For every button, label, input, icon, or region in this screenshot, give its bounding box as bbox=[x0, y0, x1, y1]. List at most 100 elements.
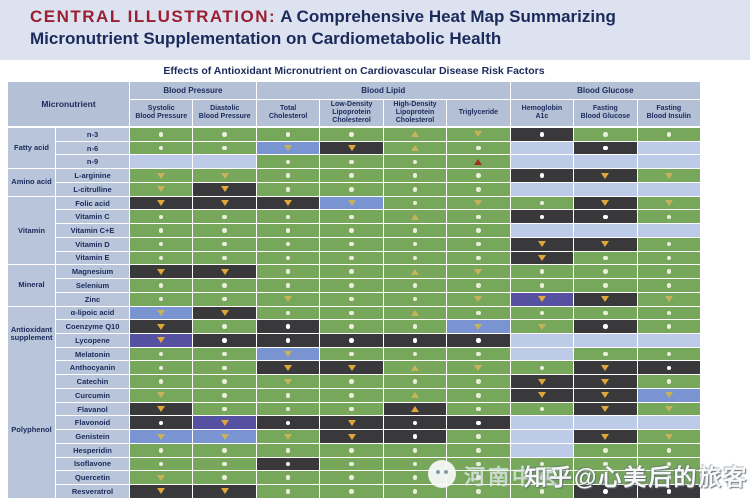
heatmap-cell bbox=[510, 402, 574, 416]
heatmap-cell bbox=[510, 251, 574, 265]
dot-marker bbox=[222, 241, 227, 247]
heatmap-cell bbox=[130, 457, 193, 471]
heatmap-cell bbox=[256, 443, 320, 457]
heatmap-cell bbox=[574, 430, 637, 443]
row-label: Flavanol bbox=[56, 402, 129, 416]
dot-marker bbox=[222, 448, 227, 453]
heatmap-cell bbox=[383, 471, 447, 485]
heatmap-cell bbox=[574, 347, 637, 361]
down-triangle-marker bbox=[157, 406, 166, 413]
dot-marker bbox=[158, 214, 164, 220]
heatmap-cell bbox=[447, 182, 510, 196]
heatmap-cell bbox=[510, 141, 574, 155]
table-row: Flavonoid bbox=[56, 416, 700, 430]
heatmap-cell bbox=[320, 141, 383, 155]
down-triangle-marker bbox=[347, 433, 356, 440]
heatmap-cell bbox=[574, 361, 637, 375]
heatmap-cell bbox=[510, 457, 574, 471]
table-row: Vitamin E bbox=[56, 251, 700, 265]
down-triangle-marker bbox=[157, 323, 166, 330]
heatmap-cell bbox=[320, 430, 383, 443]
heatmap-cell bbox=[256, 471, 320, 485]
dot-marker bbox=[412, 461, 418, 467]
dot-marker bbox=[285, 173, 291, 178]
dot-marker bbox=[666, 132, 672, 137]
heatmap-cell bbox=[320, 265, 383, 279]
heatmap-cell bbox=[447, 430, 510, 443]
dot-marker bbox=[222, 255, 227, 261]
heatmap-cell bbox=[256, 196, 320, 210]
heatmap-cell bbox=[447, 128, 510, 141]
heatmap-cell bbox=[637, 457, 700, 471]
dot-marker bbox=[349, 393, 354, 398]
down-triangle-marker bbox=[157, 309, 166, 316]
heatmap-cell bbox=[256, 237, 320, 251]
heatmap-cell bbox=[130, 128, 193, 141]
up-triangle-marker bbox=[410, 406, 419, 413]
column-header: Low-Density Lipoprotein Cholesterol bbox=[320, 100, 383, 126]
heatmap-cell bbox=[447, 265, 510, 279]
down-triangle-marker bbox=[157, 474, 166, 481]
heatmap-cell bbox=[130, 196, 193, 210]
dot-marker bbox=[285, 214, 291, 220]
dot-marker bbox=[222, 214, 227, 220]
table-row: n-6 bbox=[56, 141, 700, 155]
heatmap-cell bbox=[320, 196, 383, 210]
down-triangle-marker bbox=[601, 200, 610, 207]
heatmap-cell bbox=[574, 375, 637, 388]
heatmap-cell bbox=[574, 141, 637, 155]
heatmap-cell bbox=[383, 182, 447, 196]
column-header: Fasting Blood Glucose bbox=[574, 100, 637, 126]
dot-marker bbox=[476, 173, 481, 178]
heatmap-cell bbox=[447, 334, 510, 347]
heatmap-cell bbox=[510, 416, 574, 430]
dot-marker bbox=[412, 241, 418, 247]
heatmap-cell bbox=[510, 430, 574, 443]
row-label: Lycopene bbox=[56, 334, 129, 347]
dot-marker bbox=[285, 310, 291, 316]
heatmap-cell bbox=[637, 210, 700, 224]
dot-marker bbox=[603, 214, 608, 220]
down-triangle-marker bbox=[157, 337, 166, 344]
heatmap-header: Micronutrient Blood Pressure Blood Lipid Bl… bbox=[8, 82, 700, 126]
table-row: Vitamin C+E bbox=[56, 224, 700, 237]
heatmap-cell bbox=[130, 485, 193, 498]
row-label: Coenzyme Q10 bbox=[56, 320, 129, 334]
row-label: Vitamin C+E bbox=[56, 224, 129, 237]
row-label: Selenium bbox=[56, 279, 129, 292]
heatmap-cell bbox=[256, 375, 320, 388]
heatmap-cell bbox=[510, 128, 574, 141]
heatmap-cell bbox=[447, 320, 510, 334]
dot-marker bbox=[349, 489, 354, 494]
heatmap-cell bbox=[510, 375, 574, 388]
heatmap-cell bbox=[447, 279, 510, 292]
dot-marker bbox=[285, 228, 291, 233]
heatmap-cell bbox=[447, 347, 510, 361]
dot-marker bbox=[285, 283, 291, 288]
table-row: n-3 bbox=[56, 128, 700, 141]
dot-marker bbox=[603, 310, 608, 316]
heatmap-cell bbox=[256, 169, 320, 182]
heatmap-cell bbox=[447, 237, 510, 251]
table-caption: Effects of Antioxidant Micronutrient on … bbox=[163, 65, 545, 77]
heatmap-cell bbox=[510, 320, 574, 334]
heatmap-cell bbox=[320, 361, 383, 375]
row-group-label: Polyphenol bbox=[8, 361, 55, 498]
heatmap-cell bbox=[447, 388, 510, 402]
heatmap-cell bbox=[193, 320, 256, 334]
table-row: Anthocyanin bbox=[56, 361, 700, 375]
row-label: n-3 bbox=[56, 128, 129, 141]
dot-marker bbox=[412, 228, 418, 233]
up-triangle-marker bbox=[410, 392, 419, 399]
heatmap-cell bbox=[574, 237, 637, 251]
heatmap-cell bbox=[637, 237, 700, 251]
dot-marker bbox=[666, 475, 672, 480]
heatmap-cell bbox=[256, 128, 320, 141]
heatmap-cell bbox=[320, 182, 383, 196]
dot-marker bbox=[539, 214, 545, 220]
dot-marker bbox=[222, 475, 227, 480]
heatmap-cell bbox=[320, 128, 383, 141]
heatmap-cell bbox=[256, 292, 320, 306]
heatmap-cell bbox=[383, 416, 447, 430]
heatmap-cell bbox=[193, 375, 256, 388]
